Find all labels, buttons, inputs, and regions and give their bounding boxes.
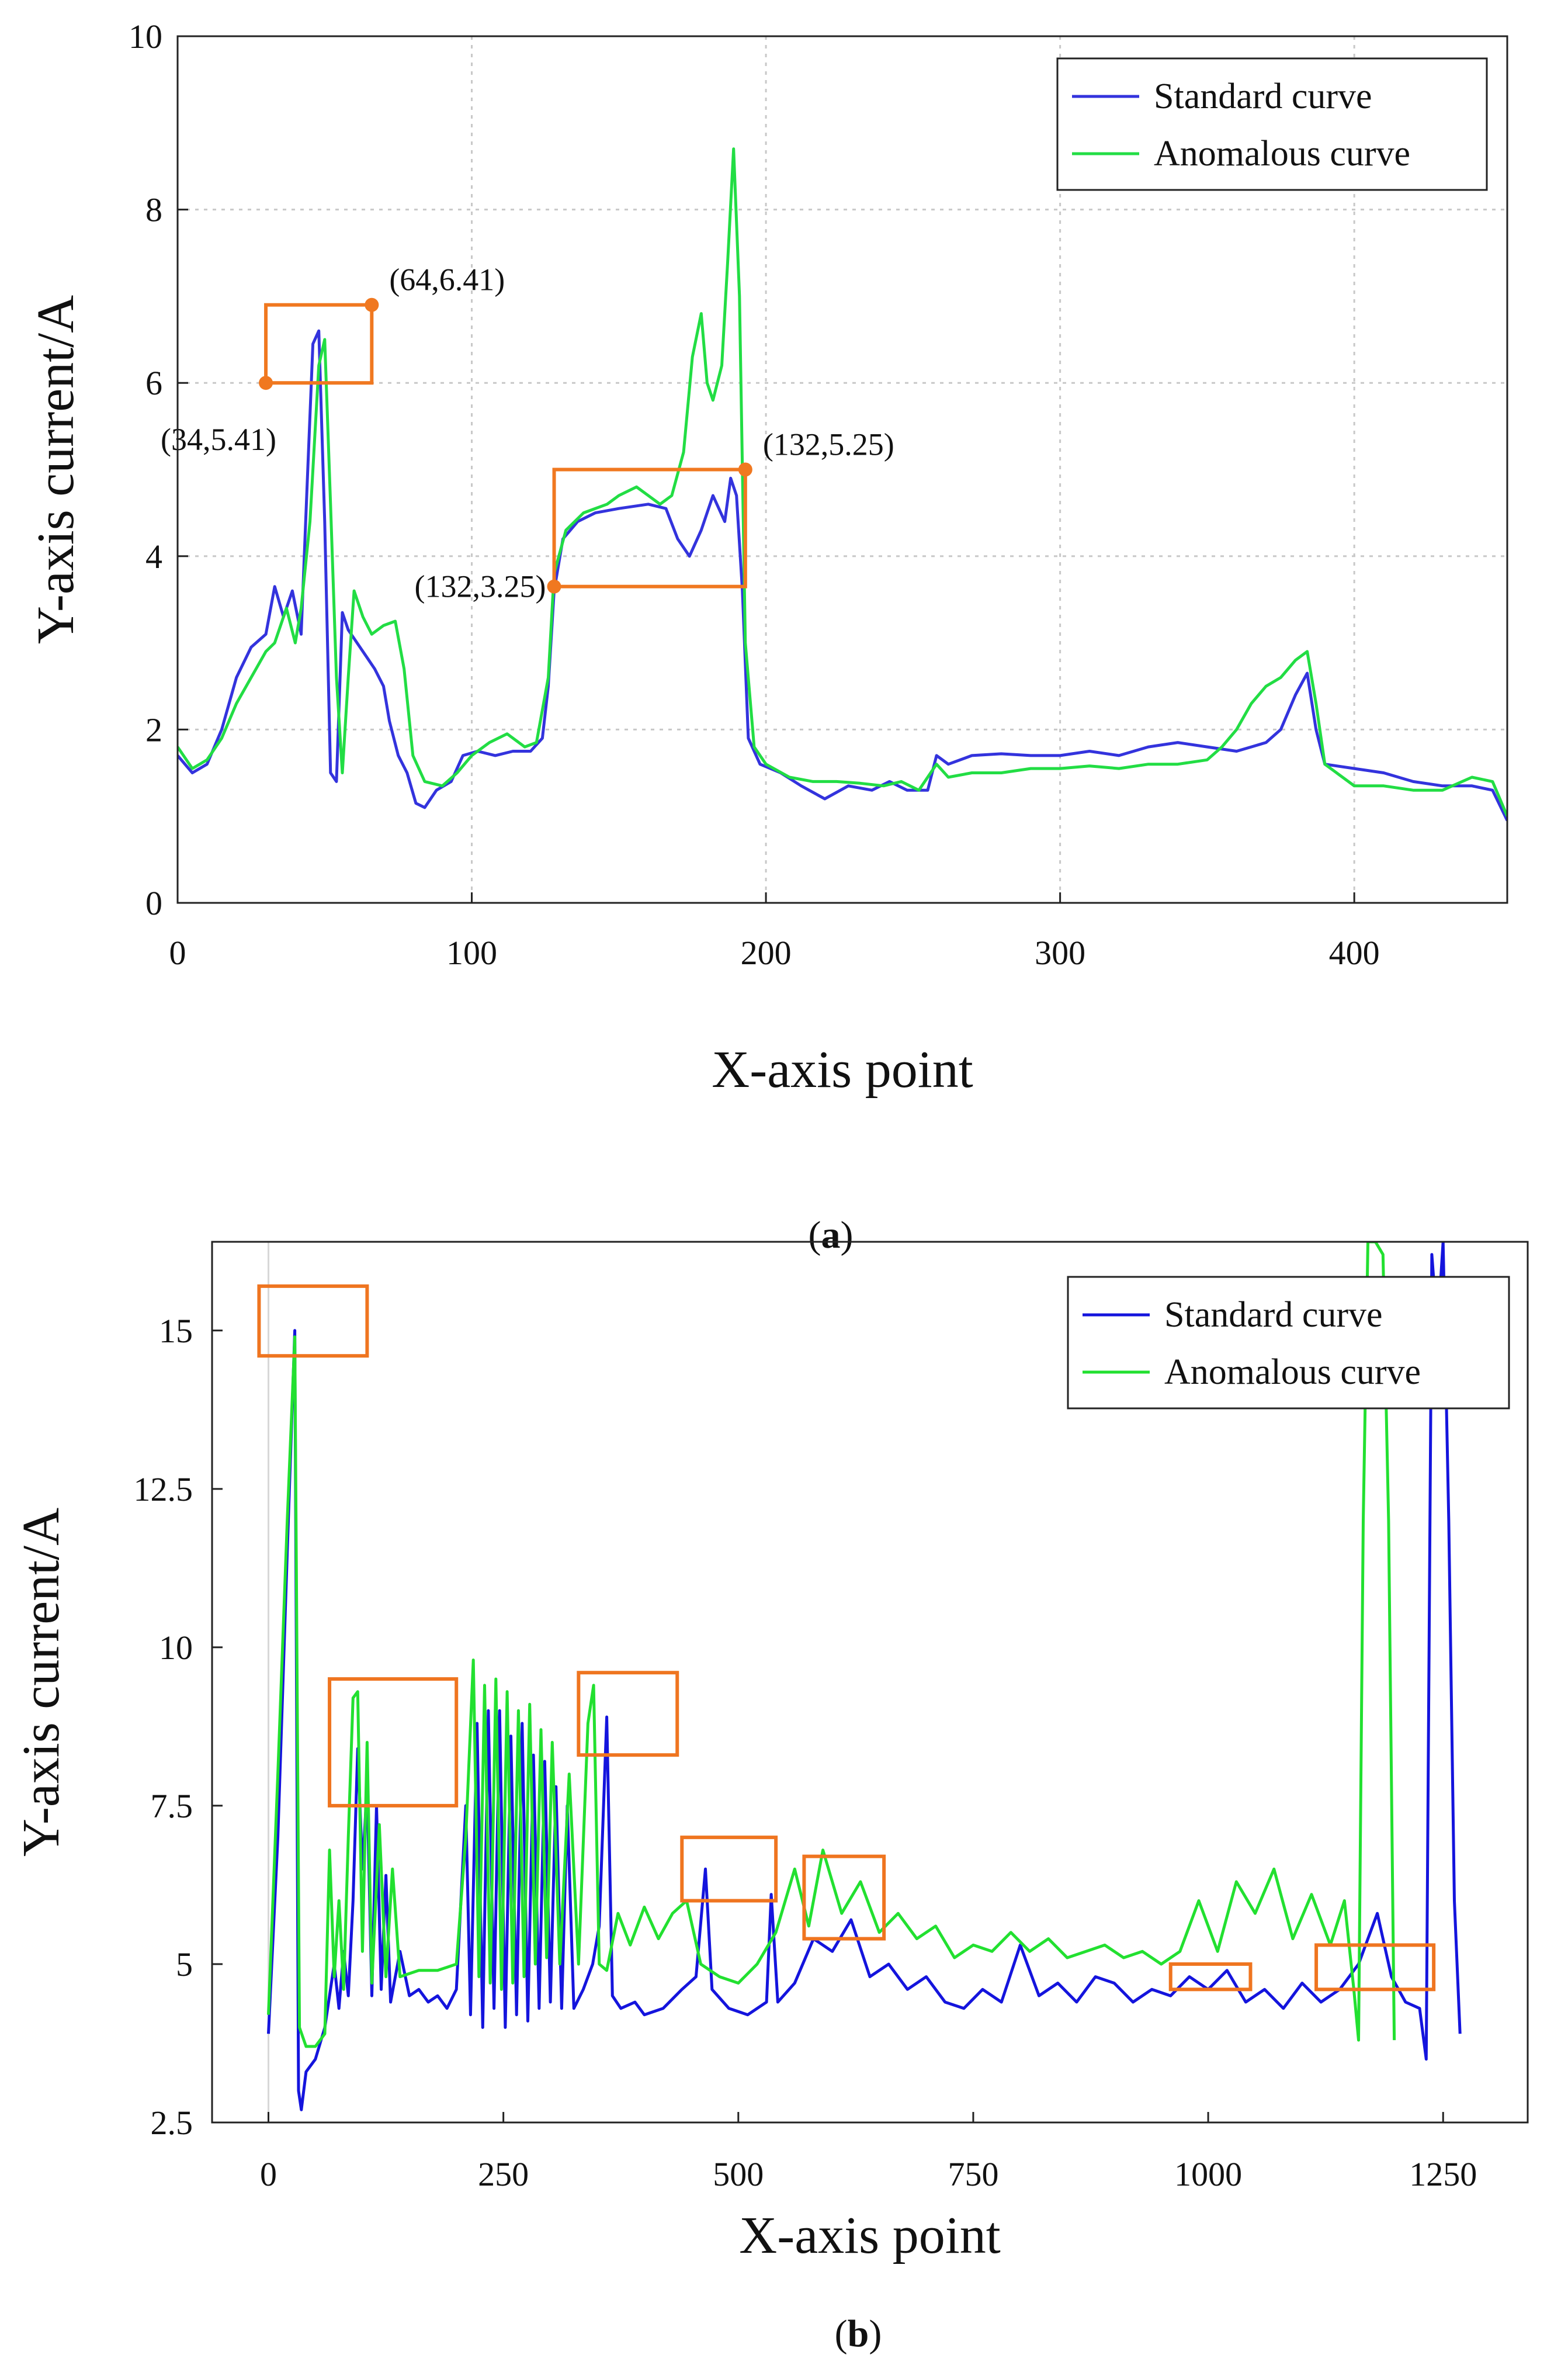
highlight-box	[1168, 1962, 1253, 1992]
x-tick-label: 250	[478, 2155, 529, 2193]
y-tick-label: 10	[159, 1629, 193, 1667]
legend-entry-label: Standard curve	[1154, 77, 1372, 116]
plot-frame	[176, 35, 1508, 904]
panel-caption: (a)	[809, 1214, 854, 1256]
legend-entry-label: Anomalous curve	[1164, 1352, 1421, 1392]
x-tick-label: 300	[1035, 934, 1085, 972]
highlight-box	[577, 1671, 679, 1757]
y-tick-label: 2.5	[151, 2104, 193, 2142]
panel-a-chart: (34,5.41) (64,6.41) (132,3.25) (132,5.25) 0 1…	[27, 18, 1508, 1256]
marker-coordinate-label: (132,3.25)	[415, 569, 546, 604]
plot-frame	[211, 1241, 1529, 2124]
x-tick-label: 0	[260, 2155, 277, 2193]
y-axis-label: Y-axis current/A	[12, 1508, 70, 1857]
y-tick-label: 2	[145, 711, 162, 749]
marker-coordinate-label: (132,5.25)	[763, 427, 894, 462]
x-tick-label: 750	[948, 2155, 998, 2193]
highlight-box	[802, 1854, 886, 1941]
x-tick-label: 0	[169, 934, 186, 972]
x-tick-label: 1250	[1409, 2155, 1477, 2193]
x-tick-label: 1000	[1174, 2155, 1242, 2193]
standard-curve-line	[178, 329, 1507, 822]
marker-coordinate-label: (34,5.41)	[161, 422, 276, 457]
anomalous-curve-line	[178, 147, 1507, 817]
marker-point	[547, 579, 561, 594]
x-tick-label: 500	[713, 2155, 764, 2193]
highlight-box	[257, 1284, 369, 1358]
highlight-box	[328, 1677, 459, 1807]
legend-box	[1056, 57, 1488, 191]
y-tick-label: 6	[145, 364, 162, 402]
highlight-box	[1314, 1943, 1436, 1992]
legend-entry-label: Anomalous curve	[1154, 134, 1410, 174]
y-tick-label: 4	[145, 538, 162, 576]
series-group	[178, 147, 1507, 822]
marker-point	[259, 376, 273, 390]
marker-coordinate-label: (64,6.41)	[389, 262, 505, 297]
y-tick-label: 5	[176, 1945, 193, 1983]
x-axis-label: X-axis point	[739, 2207, 1000, 2264]
y-tick-label: 7.5	[151, 1787, 193, 1825]
y-tick-label: 10	[129, 18, 162, 56]
anomalous-curve-line	[267, 1242, 1396, 2048]
panel-caption: (b)	[835, 2312, 882, 2355]
panel-b-chart: 0 250 500 750 1000 1250 2.5 5 7.5 10 12.5 15 X-axis …	[12, 1241, 1529, 2355]
y-tick-label: 12.5	[134, 1470, 193, 1508]
x-tick-label: 400	[1329, 934, 1380, 972]
x-tick-label: 100	[446, 934, 497, 972]
highlight-box	[552, 468, 747, 588]
y-tick-label: 8	[145, 191, 162, 229]
x-tick-label: 200	[741, 934, 792, 972]
y-tick-label: 0	[145, 884, 162, 922]
legend-entry-label: Standard curve	[1164, 1295, 1383, 1335]
y-tick-label: 15	[159, 1312, 193, 1350]
highlight-box	[264, 303, 374, 385]
marker-point	[365, 297, 379, 312]
x-axis-label: X-axis point	[712, 1041, 973, 1099]
legend-box	[1067, 1276, 1510, 1410]
marker-point	[738, 462, 752, 477]
y-axis-label: Y-axis current/A	[27, 295, 85, 644]
highlight-box	[680, 1836, 778, 1903]
